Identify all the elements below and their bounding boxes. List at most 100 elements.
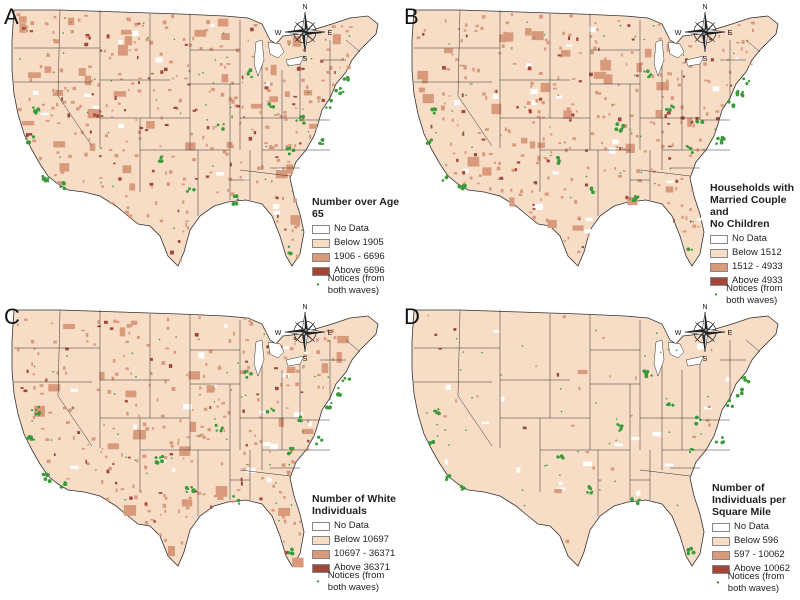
county-above-range [109,327,114,330]
county-mid-range [301,117,304,122]
county-mid-range [287,40,292,45]
notice-marker [179,112,182,115]
county-mid-range [220,92,225,97]
county-mid-range [261,477,264,480]
county-mid-range [617,20,620,22]
county-mid-range [295,382,300,387]
county-above-range [61,97,63,101]
county-mid-range [60,170,65,174]
county-mid-range [440,105,445,109]
county-mid-range [317,99,320,104]
county-mid-range [692,123,695,128]
county-mid-range [593,71,607,79]
county-mid-range [199,386,202,390]
county-mid-range [32,415,36,419]
county-mid-range [73,132,77,135]
county-above-range [115,481,118,485]
county-mid-range [248,463,250,466]
county-mid-range [303,354,308,357]
county-mid-range [326,329,329,332]
county-above-range [275,156,279,159]
no-data-area [735,57,739,60]
no-data-area [712,86,720,92]
county-mid-range [500,188,504,193]
county-above-range [193,490,197,493]
county-above-range [690,120,694,124]
notice-marker [288,44,290,46]
notice-marker [615,439,617,442]
notice-marker [303,56,306,58]
county-mid-range [163,456,168,460]
county-mid-range [604,97,607,101]
swatch-mid [312,549,330,559]
no-data-area [224,324,228,328]
county-mid-range [545,218,550,223]
county-mid-range [317,373,321,377]
notice-marker [214,423,218,427]
county-mid-range [63,323,75,330]
county-above-range [625,195,629,200]
county-mid-range [97,320,100,325]
notice-marker [462,131,465,133]
notice-marker [743,378,748,382]
county-above-range [113,162,116,165]
county-mid-range [25,25,28,29]
county-mid-range [291,238,295,241]
county-mid-range [84,75,92,86]
county-mid-range [325,367,329,371]
notice-marker [134,459,137,461]
county-above-range [194,178,198,180]
state-boundary [345,339,361,353]
county-mid-range [269,451,271,453]
county-above-range [241,75,244,80]
county-mid-range [291,460,296,464]
county-mid-range [114,372,119,376]
county-above-range [137,81,141,84]
notice-marker [695,120,700,124]
notice-marker [621,123,626,128]
great-lake [267,341,285,359]
county-above-range [442,66,446,70]
no-data-area [259,410,267,414]
county-mid-range [209,47,214,51]
county-above-range [668,157,672,160]
county-mid-range [162,503,166,508]
notice-marker [691,550,696,555]
notice-marker [234,201,239,206]
county-mid-range [451,118,454,122]
notice-marker [690,151,694,155]
county-above-range [730,84,733,87]
no-data-area [444,459,449,465]
notice-marker [629,128,631,131]
county-mid-range [217,366,222,370]
county-mid-range [178,509,181,514]
notice-marker [213,400,216,403]
legend-item-above: Above 10062 [712,563,800,575]
county-above-range [106,34,110,39]
county-mid-range [336,352,342,363]
county-mid-range [481,15,486,19]
legend-item-notices: • Notices (from both waves) [312,570,400,593]
state-boundary [639,169,691,177]
county-mid-range [537,155,541,160]
county-mid-range [190,460,194,463]
no-data-area [612,139,619,145]
notice-marker [291,190,294,192]
county-mid-range [112,359,116,363]
notice-marker [719,140,724,145]
county-above-range [576,37,579,42]
notice-marker [667,348,670,351]
county-mid-range [692,224,697,228]
county-mid-range [243,451,246,456]
county-mid-range [595,90,599,95]
county-mid-range [198,316,202,319]
county-mid-range [346,65,351,70]
county-mid-range [550,133,553,136]
notice-marker [192,187,196,192]
county-mid-range [707,80,711,84]
county-mid-range [257,398,260,402]
county-mid-range [281,196,284,200]
county-mid-range [163,494,166,497]
county-mid-range [76,107,80,111]
notice-marker [26,436,30,441]
